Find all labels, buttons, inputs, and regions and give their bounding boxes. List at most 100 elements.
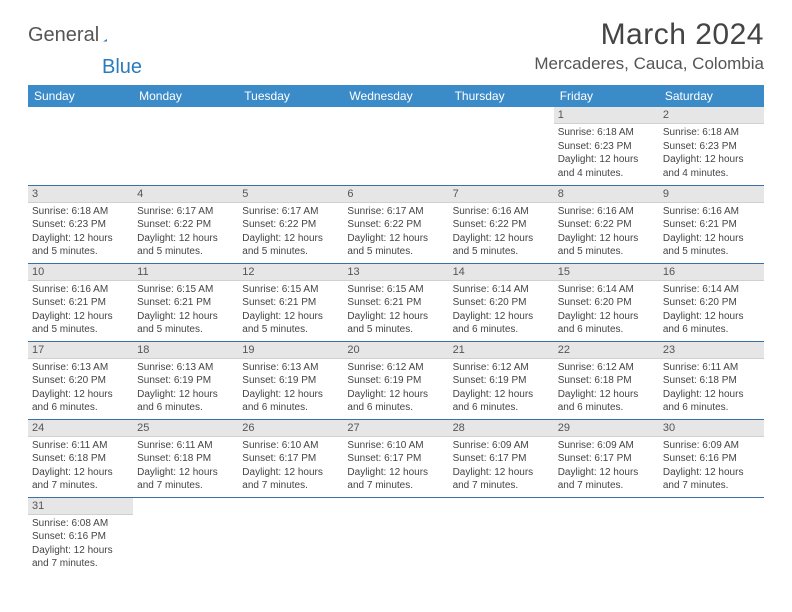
day-number: 7	[449, 186, 554, 203]
calendar-day-23: 23Sunrise: 6:11 AMSunset: 6:18 PMDayligh…	[659, 341, 764, 419]
calendar-empty-cell	[238, 107, 343, 185]
calendar-day-30: 30Sunrise: 6:09 AMSunset: 6:16 PMDayligh…	[659, 419, 764, 497]
calendar-day-19: 19Sunrise: 6:13 AMSunset: 6:19 PMDayligh…	[238, 341, 343, 419]
day-details: Sunrise: 6:09 AMSunset: 6:17 PMDaylight:…	[554, 437, 659, 495]
calendar-day-5: 5Sunrise: 6:17 AMSunset: 6:22 PMDaylight…	[238, 185, 343, 263]
day-number: 30	[659, 420, 764, 437]
calendar-day-29: 29Sunrise: 6:09 AMSunset: 6:17 PMDayligh…	[554, 419, 659, 497]
calendar-day-13: 13Sunrise: 6:15 AMSunset: 6:21 PMDayligh…	[343, 263, 448, 341]
day-details: Sunrise: 6:16 AMSunset: 6:22 PMDaylight:…	[449, 203, 554, 261]
calendar-empty-cell	[343, 107, 448, 185]
day-number: 15	[554, 264, 659, 281]
day-number: 19	[238, 342, 343, 359]
day-details: Sunrise: 6:14 AMSunset: 6:20 PMDaylight:…	[659, 281, 764, 339]
day-number: 16	[659, 264, 764, 281]
calendar-day-15: 15Sunrise: 6:14 AMSunset: 6:20 PMDayligh…	[554, 263, 659, 341]
weekday-monday: Monday	[133, 85, 238, 107]
calendar-day-31: 31Sunrise: 6:08 AMSunset: 6:16 PMDayligh…	[28, 497, 133, 575]
brand-part2: Blue	[102, 56, 152, 79]
day-number: 21	[449, 342, 554, 359]
day-number: 10	[28, 264, 133, 281]
calendar-week-row: 1Sunrise: 6:18 AMSunset: 6:23 PMDaylight…	[28, 107, 764, 185]
calendar-week-row: 17Sunrise: 6:13 AMSunset: 6:20 PMDayligh…	[28, 341, 764, 419]
day-number: 1	[554, 107, 659, 124]
calendar-body: 1Sunrise: 6:18 AMSunset: 6:23 PMDaylight…	[28, 107, 764, 575]
weekday-saturday: Saturday	[659, 85, 764, 107]
calendar-day-17: 17Sunrise: 6:13 AMSunset: 6:20 PMDayligh…	[28, 341, 133, 419]
day-details: Sunrise: 6:15 AMSunset: 6:21 PMDaylight:…	[343, 281, 448, 339]
calendar-empty-cell	[659, 497, 764, 575]
day-details: Sunrise: 6:16 AMSunset: 6:21 PMDaylight:…	[28, 281, 133, 339]
day-number: 4	[133, 186, 238, 203]
brand-sail-icon	[103, 29, 107, 43]
calendar-empty-cell	[133, 107, 238, 185]
calendar-empty-cell	[449, 107, 554, 185]
day-details: Sunrise: 6:11 AMSunset: 6:18 PMDaylight:…	[659, 359, 764, 417]
day-number: 6	[343, 186, 448, 203]
calendar-week-row: 24Sunrise: 6:11 AMSunset: 6:18 PMDayligh…	[28, 419, 764, 497]
calendar-empty-cell	[28, 107, 133, 185]
calendar-day-25: 25Sunrise: 6:11 AMSunset: 6:18 PMDayligh…	[133, 419, 238, 497]
calendar-day-27: 27Sunrise: 6:10 AMSunset: 6:17 PMDayligh…	[343, 419, 448, 497]
day-details: Sunrise: 6:11 AMSunset: 6:18 PMDaylight:…	[28, 437, 133, 495]
day-details: Sunrise: 6:13 AMSunset: 6:20 PMDaylight:…	[28, 359, 133, 417]
day-details: Sunrise: 6:08 AMSunset: 6:16 PMDaylight:…	[28, 515, 133, 573]
month-title: March 2024	[534, 18, 764, 52]
title-block: March 2024 Mercaderes, Cauca, Colombia	[534, 18, 764, 74]
calendar-day-18: 18Sunrise: 6:13 AMSunset: 6:19 PMDayligh…	[133, 341, 238, 419]
calendar-day-26: 26Sunrise: 6:10 AMSunset: 6:17 PMDayligh…	[238, 419, 343, 497]
calendar-day-28: 28Sunrise: 6:09 AMSunset: 6:17 PMDayligh…	[449, 419, 554, 497]
day-details: Sunrise: 6:15 AMSunset: 6:21 PMDaylight:…	[238, 281, 343, 339]
calendar-day-9: 9Sunrise: 6:16 AMSunset: 6:21 PMDaylight…	[659, 185, 764, 263]
calendar-day-7: 7Sunrise: 6:16 AMSunset: 6:22 PMDaylight…	[449, 185, 554, 263]
calendar-day-6: 6Sunrise: 6:17 AMSunset: 6:22 PMDaylight…	[343, 185, 448, 263]
calendar-day-20: 20Sunrise: 6:12 AMSunset: 6:19 PMDayligh…	[343, 341, 448, 419]
day-number: 23	[659, 342, 764, 359]
day-details: Sunrise: 6:17 AMSunset: 6:22 PMDaylight:…	[238, 203, 343, 261]
day-number: 29	[554, 420, 659, 437]
calendar-week-row: 3Sunrise: 6:18 AMSunset: 6:23 PMDaylight…	[28, 185, 764, 263]
day-details: Sunrise: 6:09 AMSunset: 6:17 PMDaylight:…	[449, 437, 554, 495]
day-details: Sunrise: 6:14 AMSunset: 6:20 PMDaylight:…	[554, 281, 659, 339]
calendar-day-1: 1Sunrise: 6:18 AMSunset: 6:23 PMDaylight…	[554, 107, 659, 185]
weekday-thursday: Thursday	[449, 85, 554, 107]
day-number: 24	[28, 420, 133, 437]
weekday-tuesday: Tuesday	[238, 85, 343, 107]
day-number: 17	[28, 342, 133, 359]
calendar-day-3: 3Sunrise: 6:18 AMSunset: 6:23 PMDaylight…	[28, 185, 133, 263]
day-number: 14	[449, 264, 554, 281]
weekday-sunday: Sunday	[28, 85, 133, 107]
day-number: 31	[28, 498, 133, 515]
day-number: 26	[238, 420, 343, 437]
day-number: 13	[343, 264, 448, 281]
location-subtitle: Mercaderes, Cauca, Colombia	[534, 54, 764, 74]
calendar-day-14: 14Sunrise: 6:14 AMSunset: 6:20 PMDayligh…	[449, 263, 554, 341]
day-details: Sunrise: 6:17 AMSunset: 6:22 PMDaylight:…	[133, 203, 238, 261]
day-details: Sunrise: 6:09 AMSunset: 6:16 PMDaylight:…	[659, 437, 764, 495]
day-details: Sunrise: 6:15 AMSunset: 6:21 PMDaylight:…	[133, 281, 238, 339]
calendar-week-row: 31Sunrise: 6:08 AMSunset: 6:16 PMDayligh…	[28, 497, 764, 575]
calendar-empty-cell	[554, 497, 659, 575]
day-details: Sunrise: 6:16 AMSunset: 6:22 PMDaylight:…	[554, 203, 659, 261]
day-details: Sunrise: 6:13 AMSunset: 6:19 PMDaylight:…	[238, 359, 343, 417]
day-details: Sunrise: 6:12 AMSunset: 6:19 PMDaylight:…	[449, 359, 554, 417]
day-number: 28	[449, 420, 554, 437]
calendar-day-8: 8Sunrise: 6:16 AMSunset: 6:22 PMDaylight…	[554, 185, 659, 263]
day-details: Sunrise: 6:16 AMSunset: 6:21 PMDaylight:…	[659, 203, 764, 261]
day-number: 12	[238, 264, 343, 281]
brand-logo: General	[28, 24, 127, 47]
brand-part1: General	[28, 24, 99, 47]
day-number: 27	[343, 420, 448, 437]
calendar-day-2: 2Sunrise: 6:18 AMSunset: 6:23 PMDaylight…	[659, 107, 764, 185]
calendar-day-21: 21Sunrise: 6:12 AMSunset: 6:19 PMDayligh…	[449, 341, 554, 419]
day-details: Sunrise: 6:18 AMSunset: 6:23 PMDaylight:…	[659, 124, 764, 182]
day-number: 5	[238, 186, 343, 203]
day-details: Sunrise: 6:18 AMSunset: 6:23 PMDaylight:…	[554, 124, 659, 182]
day-number: 22	[554, 342, 659, 359]
weekday-wednesday: Wednesday	[343, 85, 448, 107]
calendar-empty-cell	[133, 497, 238, 575]
calendar-day-12: 12Sunrise: 6:15 AMSunset: 6:21 PMDayligh…	[238, 263, 343, 341]
calendar-header-row: SundayMondayTuesdayWednesdayThursdayFrid…	[28, 85, 764, 107]
day-details: Sunrise: 6:18 AMSunset: 6:23 PMDaylight:…	[28, 203, 133, 261]
calendar-day-11: 11Sunrise: 6:15 AMSunset: 6:21 PMDayligh…	[133, 263, 238, 341]
